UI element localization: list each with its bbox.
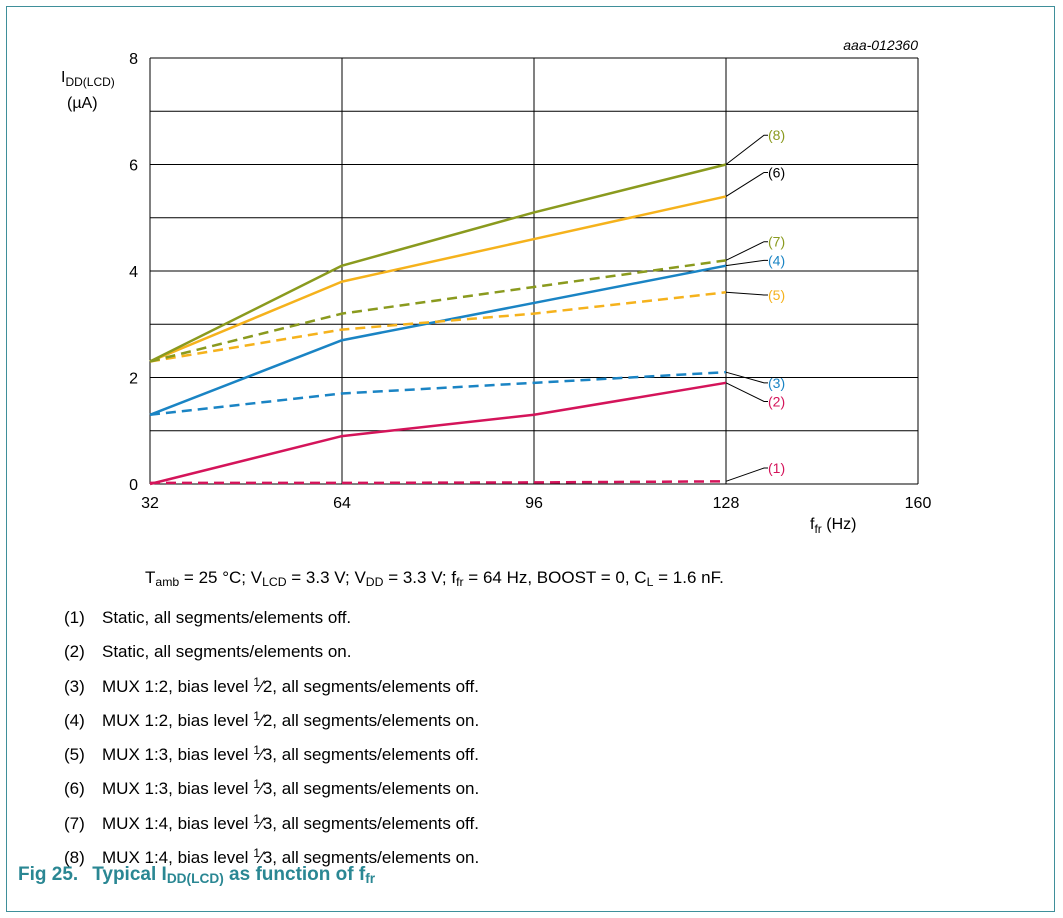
x-tick-label: 128: [713, 495, 740, 512]
y-axis-label: IDD(LCD): [61, 69, 115, 89]
legend-list: (1) Static, all segments/elements off. (2…: [64, 608, 479, 882]
leader-line: [725, 241, 768, 261]
leader-line: [725, 171, 768, 197]
series-line: [149, 195, 727, 363]
legend-item: (7) MUX 1:4, bias level 1⁄3, all segments…: [64, 811, 479, 833]
test-conditions: Tamb = 25 °C; VLCD = 3.3 V; VDD = 3.3 V;…: [145, 568, 724, 589]
series-label: (4): [768, 252, 785, 268]
figure-caption: Fig 25. Typical IDD(LCD) as function of f…: [18, 864, 376, 886]
legend-item: (2) Static, all segments/elements on.: [64, 642, 352, 662]
figure-id: aaa-012360: [843, 37, 918, 53]
x-tick-label: 96: [525, 495, 543, 512]
series-label: (8): [768, 127, 785, 143]
series-line: [149, 381, 727, 486]
y-tick-label: 0: [129, 477, 138, 494]
leader-line: [725, 259, 768, 267]
series-label: (5): [768, 287, 785, 303]
series-line: [149, 291, 727, 363]
leader-line: [725, 291, 768, 296]
series-label: (2): [768, 393, 785, 409]
legend-item: (8) MUX 1:4, bias level 1⁄3, all segments…: [64, 846, 480, 868]
legend-item: (3) MUX 1:2, bias level 1⁄2, all segments…: [64, 674, 479, 696]
x-tick-label: 160: [905, 495, 932, 512]
series-label: (3): [768, 375, 785, 391]
series-line: [149, 370, 727, 417]
series-label: (7): [768, 234, 785, 250]
leader-line: [725, 371, 768, 384]
y-tick-label: 6: [129, 158, 138, 175]
series-label: (6): [768, 164, 785, 180]
x-tick-label: 64: [333, 495, 351, 512]
series-line: [149, 163, 727, 363]
y-axis-unit: (µA): [67, 95, 98, 112]
x-axis-label: ffr (Hz): [810, 516, 856, 536]
series-label: (1): [768, 460, 785, 476]
legend-item: (5) MUX 1:3, bias level 1⁄3, all segments…: [64, 743, 479, 765]
leader-line: [725, 382, 768, 402]
chart: 0 2 4 6 8 32 64 96 128 160 aaa-012360 IDD(LCD) (µA) f…: [61, 37, 932, 536]
series-line: [150, 480, 727, 485]
y-tick-label: 2: [129, 371, 138, 388]
series-line: [149, 259, 727, 363]
legend-item: (4) MUX 1:2, bias level 1⁄2, all segments…: [64, 708, 480, 730]
leader-line: [725, 467, 768, 482]
legend-item: (1) Static, all segments/elements off.: [64, 608, 352, 627]
leader-line: [725, 134, 768, 165]
y-tick-label: 8: [129, 51, 138, 68]
figure-frame: [6, 6, 1055, 912]
y-tick-label: 4: [129, 264, 138, 281]
x-tick-label: 32: [141, 495, 159, 512]
legend-item: (6) MUX 1:3, bias level 1⁄3, all segments…: [64, 777, 480, 799]
